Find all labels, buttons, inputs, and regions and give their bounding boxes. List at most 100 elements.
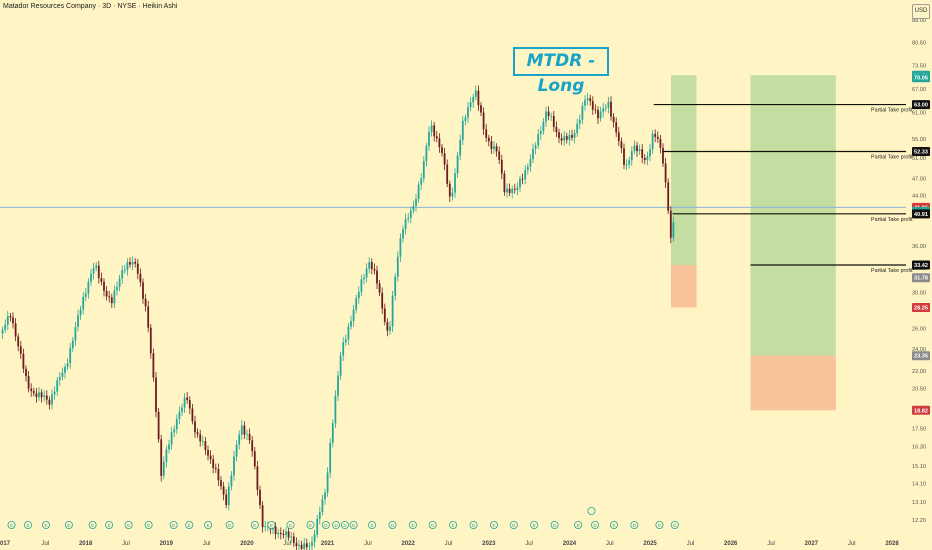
- candle: [607, 101, 610, 108]
- candle: [378, 283, 381, 293]
- candle: [558, 132, 560, 139]
- event-letter: E: [533, 523, 536, 528]
- symbol-header: Matador Resources Company · 3D · NYSE · …: [3, 3, 178, 10]
- candle: [487, 137, 490, 142]
- event-letter: E: [371, 523, 374, 528]
- candle: [456, 155, 459, 174]
- candle: [490, 141, 493, 150]
- candle: [329, 442, 332, 473]
- candle: [651, 133, 654, 150]
- event-e-icon: [105, 521, 114, 530]
- candle: [360, 279, 363, 292]
- candle: [620, 141, 623, 149]
- y-tick-label: 17.50: [912, 427, 926, 433]
- candle: [454, 173, 456, 193]
- candle: [550, 115, 553, 117]
- x-tick-label: Jul: [283, 541, 291, 547]
- candle: [227, 486, 230, 506]
- candle: [6, 316, 9, 325]
- candle: [659, 138, 662, 148]
- candle: [220, 480, 222, 487]
- candle: [326, 472, 329, 493]
- candle: [12, 317, 14, 324]
- y-tick-label: 14.10: [912, 481, 926, 487]
- event-letter: E: [67, 523, 70, 528]
- candle: [407, 217, 410, 220]
- candle: [467, 107, 469, 118]
- candle: [441, 147, 443, 154]
- y-tick-label: 20.50: [912, 387, 926, 393]
- candle: [446, 164, 449, 184]
- candle: [113, 290, 116, 304]
- candle: [27, 376, 30, 389]
- event-e-icon: [408, 521, 417, 530]
- price-label-box: [912, 209, 930, 219]
- x-tick-label: 2018: [79, 541, 93, 547]
- candle: [339, 355, 342, 376]
- x-tick-label: 2020: [240, 541, 254, 547]
- candle: [204, 441, 207, 451]
- candle: [394, 276, 397, 296]
- candle: [64, 366, 66, 373]
- candle: [238, 434, 241, 445]
- event-letter: D: [352, 523, 355, 528]
- y-tick-label: 26.00: [912, 327, 926, 333]
- y-tick-label: 30.00: [912, 290, 926, 296]
- candle: [69, 348, 72, 364]
- event-letter: E: [188, 523, 191, 528]
- price-label-text: 52.33: [914, 150, 928, 156]
- candle: [386, 321, 389, 331]
- candle: [415, 199, 417, 206]
- candle: [100, 278, 103, 282]
- x-tick-label: 2022: [402, 541, 416, 547]
- candle: [435, 136, 438, 139]
- candle: [183, 397, 186, 408]
- candle: [355, 298, 358, 310]
- candle: [324, 492, 326, 500]
- candle: [19, 346, 22, 354]
- candle: [571, 135, 573, 138]
- event-letter: E: [289, 523, 292, 528]
- x-tick-label: Jul: [41, 541, 49, 547]
- candle: [95, 265, 98, 269]
- candle: [342, 342, 345, 356]
- candle: [656, 136, 659, 139]
- candle: [412, 205, 415, 211]
- price-label-box: [912, 303, 930, 313]
- x-tick-label: 2024: [563, 541, 577, 547]
- candle: [597, 109, 599, 119]
- candle: [511, 188, 514, 194]
- event-e-icon: [185, 521, 194, 530]
- candle: [173, 429, 176, 433]
- candle: [662, 147, 664, 164]
- x-tick-label: 2025: [643, 541, 657, 547]
- y-tick-label: 67.00: [912, 87, 926, 93]
- candle: [623, 148, 625, 165]
- x-tick-label: 2028: [885, 541, 899, 547]
- candle: [61, 372, 64, 377]
- event-e-icon: [530, 521, 539, 530]
- event-letter: E: [228, 523, 231, 528]
- candle: [300, 544, 303, 549]
- candle: [43, 395, 46, 398]
- price-label-box: [912, 73, 930, 83]
- take-profit-label-2: Partial Take profit: [871, 155, 913, 161]
- event-letter: E: [91, 523, 94, 528]
- candle: [630, 151, 633, 161]
- candle: [118, 278, 121, 287]
- candle: [545, 111, 547, 122]
- event-letter: D: [593, 523, 596, 528]
- price-label-text: 40.91: [914, 212, 928, 218]
- candle: [251, 440, 254, 452]
- x-tick-label: Jul: [687, 541, 695, 547]
- candle: [469, 102, 472, 108]
- y-tick-label: 80.50: [912, 41, 926, 47]
- currency-button[interactable]: USD: [912, 4, 930, 19]
- event-e-icon: [225, 521, 234, 530]
- candle: [409, 210, 412, 218]
- y-tick-label: 15.10: [912, 464, 926, 470]
- candle: [560, 138, 563, 141]
- candle: [516, 187, 519, 190]
